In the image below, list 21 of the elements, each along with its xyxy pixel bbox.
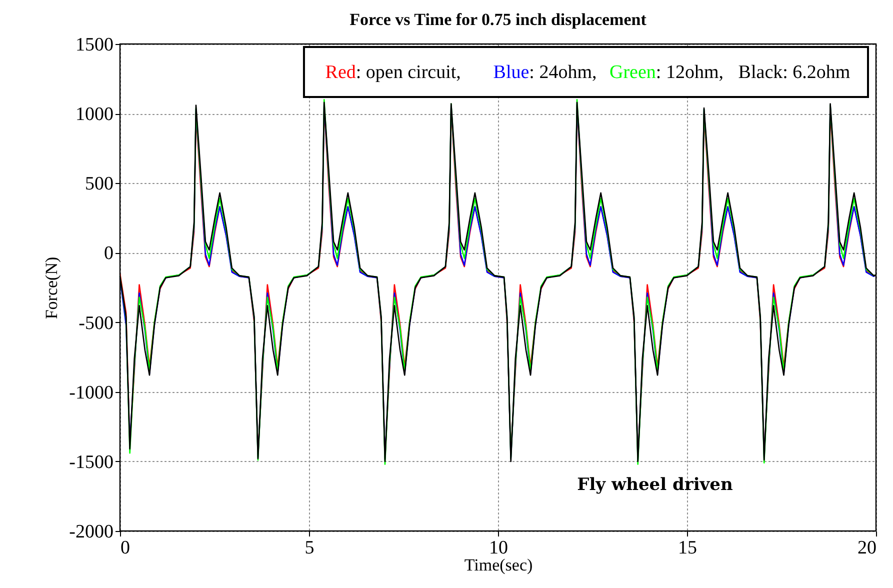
series-label: Red: open circuit, — [325, 62, 461, 83]
y-axis-title: Force(N) — [42, 256, 62, 320]
x-axis-title: Time(sec) — [464, 556, 533, 574]
y-tick-label: -500 — [78, 312, 114, 334]
y-tick-label: -2000 — [69, 522, 114, 542]
y-tick-label: 1000 — [76, 104, 114, 126]
series-label: Blue: 24ohm, — [493, 62, 597, 83]
annotation: Fly wheel driven — [577, 475, 733, 495]
chart-title: Force vs Time for 0.75 inch displacement — [350, 10, 647, 29]
y-tick-label: 1500 — [76, 34, 114, 56]
series-label: Green: 12ohm, — [609, 62, 724, 83]
x-tick-label: 20 — [858, 538, 876, 558]
y-tick-label: -1500 — [69, 452, 114, 473]
x-tick-label: 5 — [304, 538, 314, 558]
x-tick-label: 15 — [678, 538, 697, 558]
y-tick-label: 500 — [85, 174, 114, 195]
y-tick-label: 0 — [104, 243, 114, 264]
y-tick-label: -1000 — [69, 382, 114, 404]
series-label: Black: 6.2ohm — [738, 62, 850, 83]
x-tick-label: 0 — [120, 538, 130, 558]
x-tick-label: 10 — [489, 538, 508, 558]
